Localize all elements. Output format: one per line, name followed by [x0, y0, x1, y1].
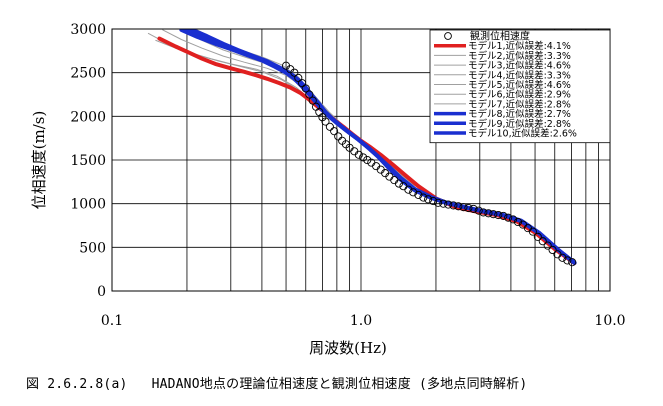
- legend-label-model-1: モデル1,近似誤差:4.1%: [468, 40, 571, 52]
- observed-point: [404, 185, 413, 194]
- observed-points: [281, 61, 577, 267]
- observed-point: [459, 203, 468, 212]
- y-tick-label: 2000: [70, 109, 106, 125]
- observed-point: [409, 188, 418, 197]
- observed-point: [429, 196, 438, 206]
- y-axis-label: 位相速度(m/s): [30, 111, 48, 210]
- legend-label-model-6: モデル6,近似誤差:2.9%: [468, 89, 571, 101]
- observed-point: [563, 256, 572, 265]
- legend-label-model-10: モデル10,近似誤差:2.6%: [468, 128, 577, 140]
- series-layer: [147, 29, 577, 266]
- observed-point: [294, 73, 303, 82]
- legend-label-model-8: モデル8,近似誤差:2.7%: [468, 108, 571, 120]
- observed-point: [533, 232, 542, 241]
- observed-point: [301, 84, 310, 93]
- observed-point: [484, 209, 493, 218]
- observed-point: [568, 258, 577, 267]
- observed-point: [504, 213, 513, 222]
- series-line-model-10: [179, 29, 577, 265]
- figure-caption: 図 2.6.2.8(a) HADANO地点の理論位相速度と観測位相速度 (多地点…: [26, 377, 528, 392]
- observed-point: [449, 201, 458, 210]
- observed-point: [308, 96, 317, 105]
- plot-frame: [111, 28, 611, 292]
- observed-point: [334, 132, 343, 141]
- x-axis-label: 周波数(Hz): [309, 339, 387, 357]
- observed-point: [489, 210, 498, 219]
- observed-point: [454, 202, 463, 211]
- observed-point: [474, 206, 483, 215]
- observed-point: [330, 127, 339, 136]
- observed-point: [305, 90, 314, 99]
- observed-point: [509, 215, 518, 224]
- observed-point: [394, 179, 403, 188]
- x-tick-label: 1.0: [350, 313, 372, 329]
- legend-label-model-9: モデル9,近似誤差:2.8%: [468, 118, 571, 130]
- observed-point: [419, 193, 428, 202]
- legend: 観測位相速度モデル1,近似誤差:4.1%モデル2,近似誤差:3.3%モデル3,近…: [429, 30, 611, 144]
- y-tick-label: 1500: [70, 153, 106, 169]
- x-tick-label: 0.1: [101, 313, 123, 329]
- y-tick-label: 0: [97, 284, 106, 300]
- observed-point: [538, 237, 547, 246]
- observed-point: [439, 199, 448, 208]
- observed-point: [479, 208, 488, 217]
- legend-label-model-3: モデル3,近似誤差:4.6%: [468, 60, 571, 72]
- legend-label-model-7: モデル7,近似誤差:2.8%: [468, 98, 571, 110]
- legend-marker-observed: [444, 32, 452, 40]
- observed-point: [390, 176, 399, 185]
- observed-point: [513, 217, 523, 227]
- y-tick-label: 500: [79, 240, 106, 256]
- observed-point: [372, 162, 381, 171]
- observed-point: [325, 122, 334, 131]
- observed-point: [469, 204, 478, 213]
- observed-point: [414, 190, 423, 199]
- y-tick-labels: 0 500 1000 1500 2000 2500 3000: [70, 22, 106, 300]
- legend-label-model-4: モデル4,近似誤差:3.3%: [468, 69, 571, 81]
- x-tick-labels: 0.1 1.0 10.0: [101, 313, 626, 329]
- observed-point: [359, 153, 368, 162]
- observed-point: [464, 203, 473, 213]
- legend-label-observed: 観測位相速度: [470, 30, 530, 43]
- observed-point: [558, 253, 567, 262]
- observed-point: [424, 195, 433, 204]
- y-tick-label: 3000: [70, 22, 106, 38]
- observed-point: [318, 113, 327, 122]
- observed-point: [354, 150, 363, 159]
- observed-point: [321, 117, 330, 126]
- observed-point: [363, 155, 372, 165]
- observed-point: [290, 68, 299, 77]
- phase-velocity-chart: 0 500 1000 1500 2000 2500 3000 0.1 1.0 10.0 周波数(…: [30, 22, 626, 357]
- observed-point: [499, 211, 508, 220]
- observed-point: [528, 227, 537, 236]
- y-tick-label: 1000: [70, 197, 106, 213]
- legend-label-model-2: モデル2,近似誤差:3.3%: [468, 50, 571, 62]
- legend-label-model-5: モデル5,近似誤差:4.6%: [468, 79, 571, 91]
- observed-point: [548, 245, 557, 255]
- x-tick-label: 10.0: [594, 313, 625, 329]
- observed-point: [543, 241, 552, 250]
- y-tick-label: 2500: [70, 66, 106, 82]
- observed-point: [494, 210, 503, 220]
- observed-point: [434, 198, 443, 207]
- observed-point: [444, 200, 453, 209]
